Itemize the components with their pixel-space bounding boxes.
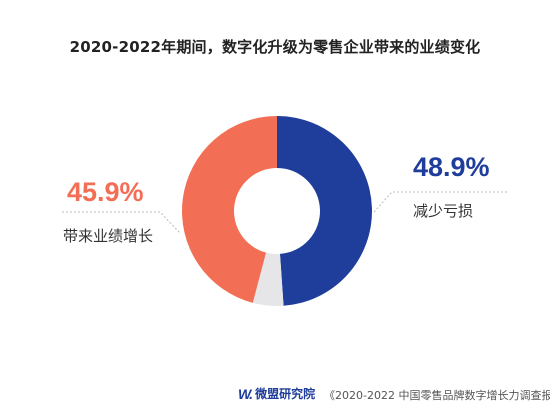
- slice-other: [252, 252, 284, 306]
- leader-lines: [62, 191, 508, 234]
- slice-growth: [181, 116, 277, 303]
- slice-reduce-loss: [277, 116, 373, 306]
- donut-slices: [181, 116, 373, 306]
- category-label-growth: 带来业绩增长: [63, 227, 154, 245]
- value-label-growth: 45.9%: [67, 177, 144, 207]
- leader-line-loss: [373, 191, 508, 213]
- publisher-logo: W. 微盟研究院: [238, 385, 315, 402]
- weimob-logo-icon: W.: [238, 385, 253, 402]
- source-citation: 《2020-2022 中国零售品牌数字增长力调查报告》: [324, 389, 550, 402]
- leader-line-growth: [62, 211, 181, 234]
- category-label-loss: 减少亏损: [413, 202, 474, 220]
- value-label-loss: 48.9%: [413, 152, 490, 182]
- publisher-name: 微盟研究院: [255, 387, 316, 401]
- chart-title: 2020-2022年期间，数字化升级为零售企业带来的业绩变化: [69, 38, 481, 56]
